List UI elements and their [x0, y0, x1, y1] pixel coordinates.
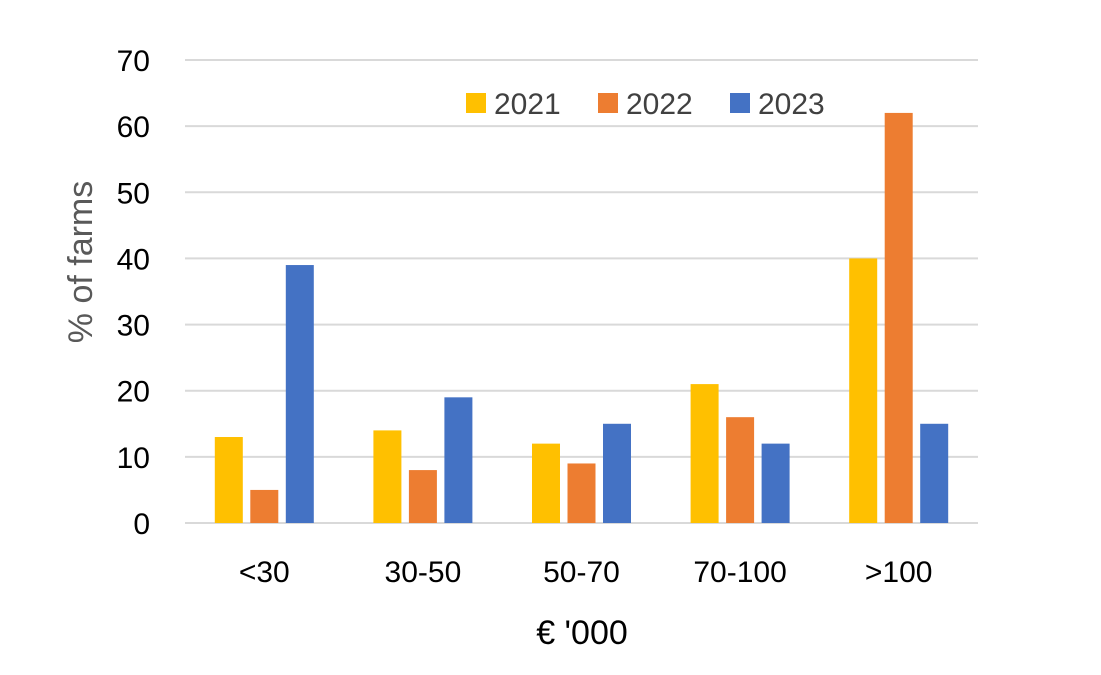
bar-2021-0	[214, 437, 243, 523]
bar-2021-4	[849, 258, 878, 523]
y-tick-label-40: 40	[117, 243, 150, 276]
x-tick-label-3: 70-100	[693, 556, 786, 589]
x-tick-label-0: <30	[239, 556, 290, 589]
bar-2023-2	[603, 423, 631, 523]
legend-swatch-2021	[466, 93, 486, 113]
bar-2022-0	[250, 489, 279, 523]
bar-2021-3	[690, 384, 719, 523]
x-tick-label-2: 50-70	[543, 556, 620, 589]
bar-2022-4	[884, 112, 913, 524]
x-tick-label-4: >100	[865, 556, 933, 589]
bar-2023-1	[444, 397, 473, 523]
bar-2021-2	[532, 443, 560, 523]
x-axis-title: € '000	[536, 614, 628, 652]
x-tick-label-1: 30-50	[385, 556, 462, 589]
legend: 2021 2022 2023	[466, 88, 825, 121]
bar-2023-3	[761, 443, 790, 523]
y-tick-label-60: 60	[117, 111, 150, 144]
x-axis-ticks: <30 30-50 50-70 70-100 >100	[239, 556, 933, 589]
y-tick-label-10: 10	[117, 442, 150, 475]
y-tick-label-50: 50	[117, 177, 150, 210]
y-tick-label-70: 70	[117, 45, 150, 78]
y-axis-title: % of farms	[62, 181, 100, 343]
bar-2023-0	[285, 265, 314, 523]
bar-2022-3	[726, 417, 755, 523]
legend-label-2021: 2021	[494, 88, 561, 121]
bar-2022-2	[567, 463, 596, 523]
bar-2023-4	[920, 423, 949, 523]
y-tick-label-30: 30	[117, 310, 150, 343]
y-tick-label-20: 20	[117, 376, 150, 409]
y-axis-ticks: 0 10 20 30 40 50 60 70	[117, 45, 150, 541]
bars	[214, 112, 949, 524]
bar-2021-1	[373, 430, 402, 523]
gridlines	[185, 59, 978, 524]
y-tick-label-0: 0	[133, 508, 150, 541]
bar-2022-1	[408, 470, 437, 523]
legend-label-2023: 2023	[758, 88, 825, 121]
legend-swatch-2023	[730, 93, 750, 113]
legend-label-2022: 2022	[626, 88, 693, 121]
legend-swatch-2022	[598, 93, 618, 113]
